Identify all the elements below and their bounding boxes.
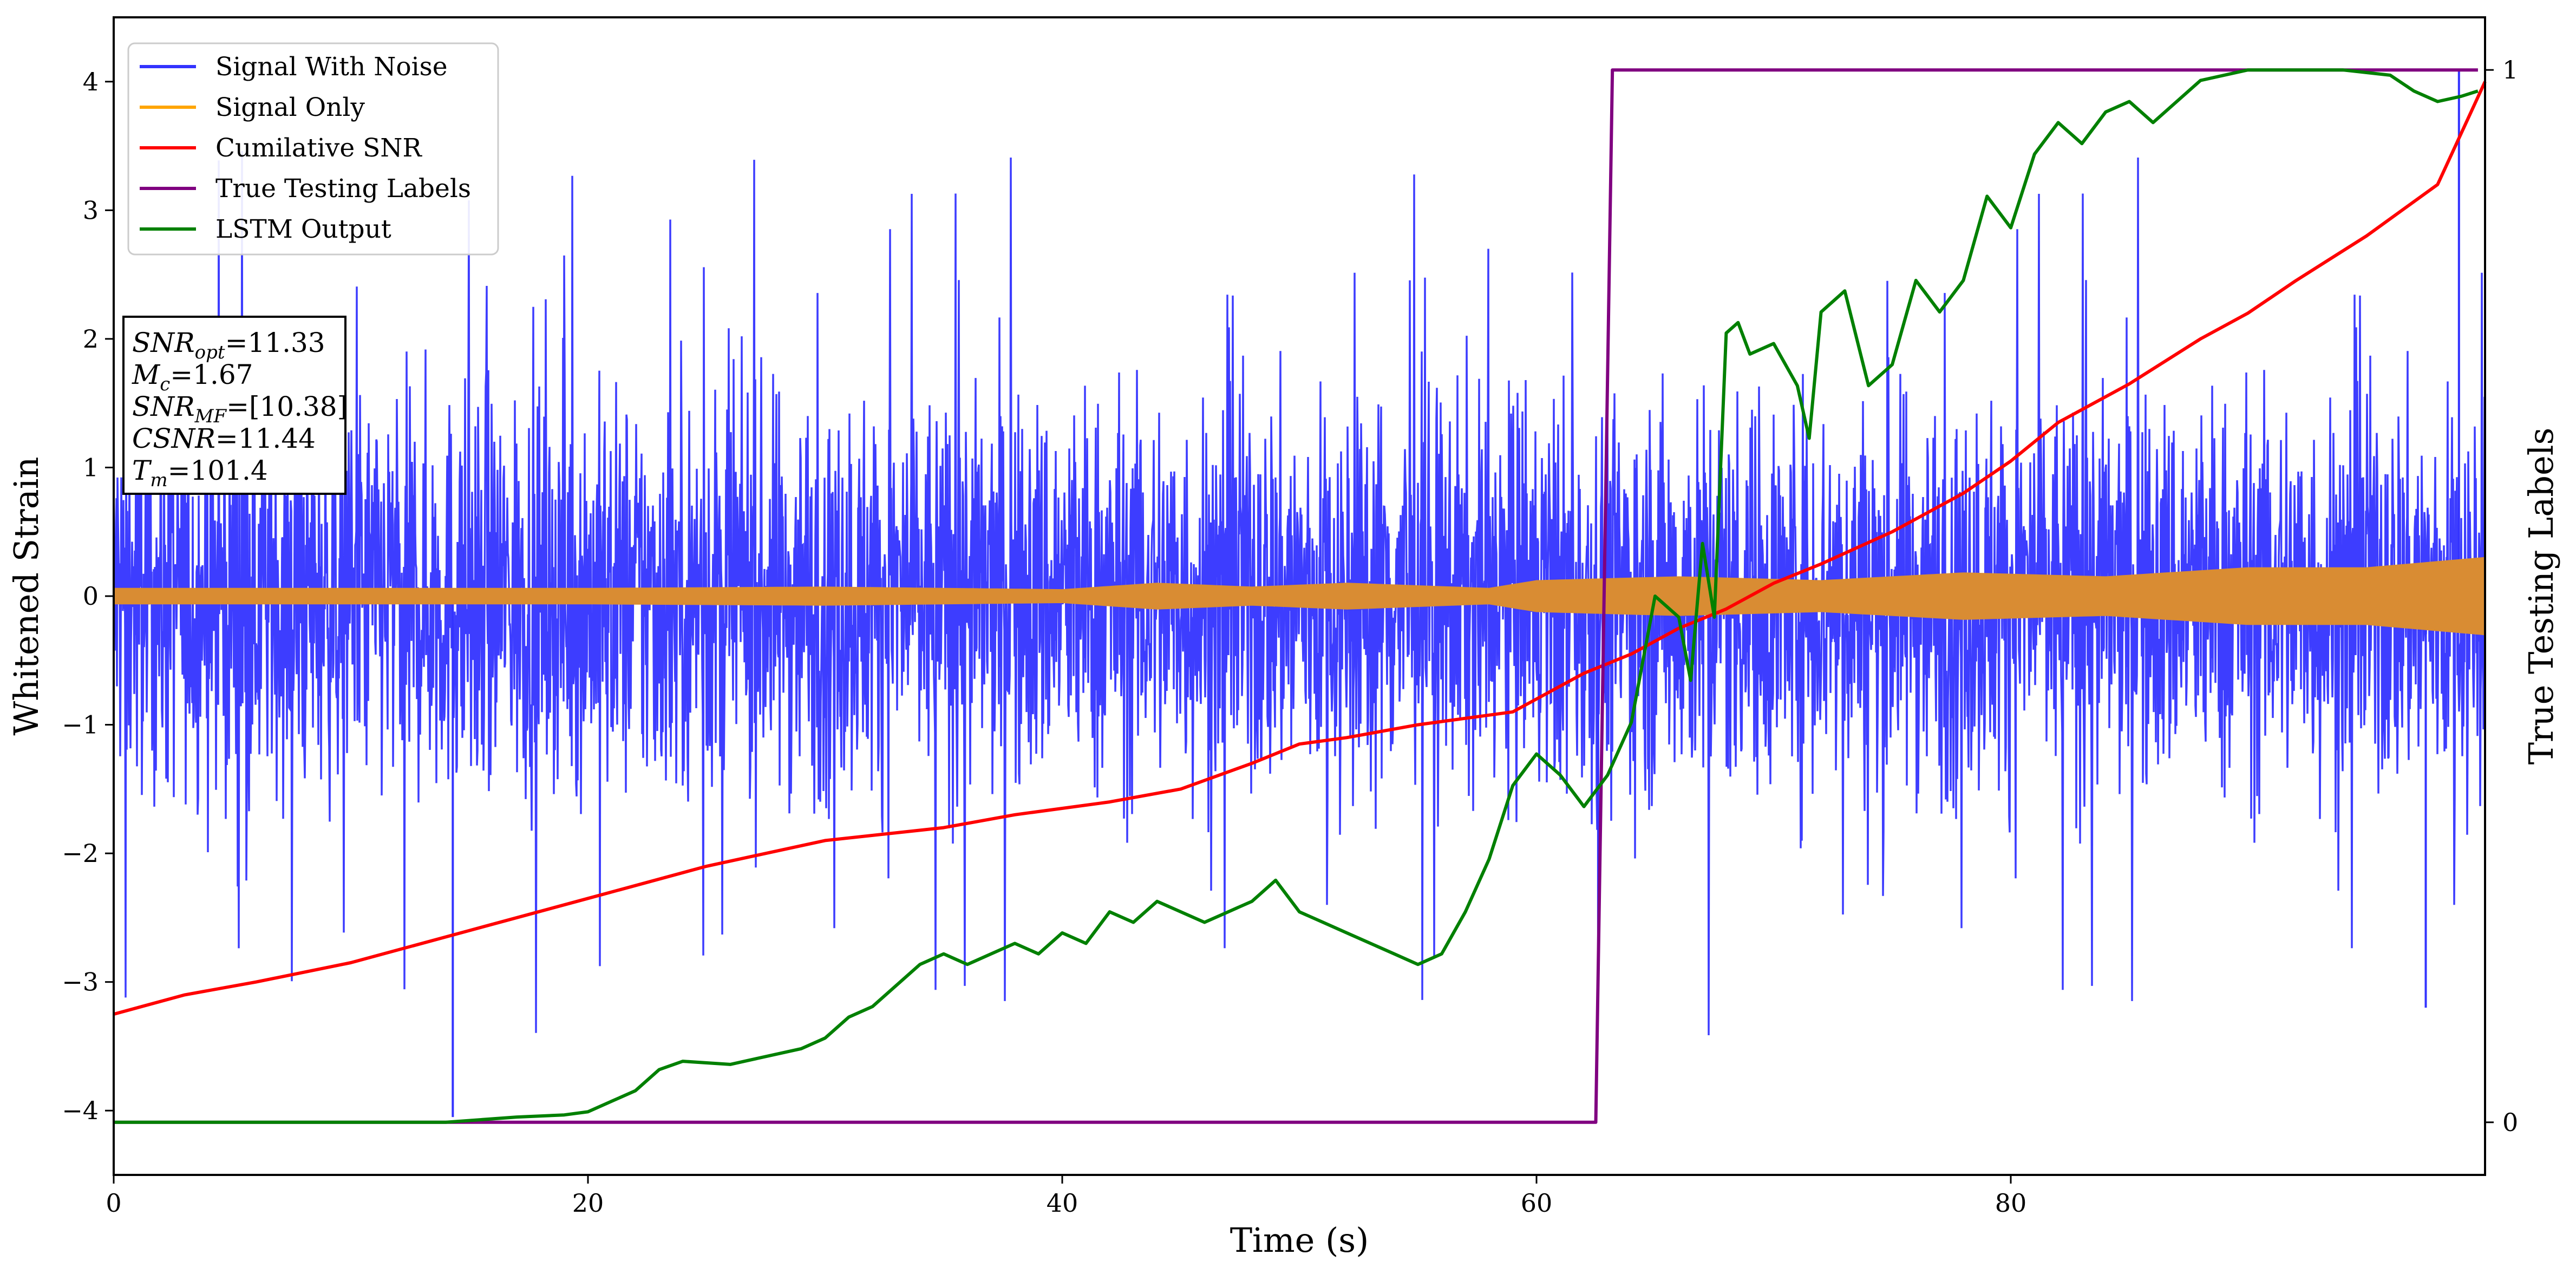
y2-tick-label: 1: [2502, 55, 2518, 84]
legend-frame: [127, 42, 499, 256]
legend-entry: Cumilative SNR: [215, 133, 422, 163]
info-frame: [122, 316, 346, 495]
y-tick-label: 0: [83, 582, 99, 611]
legend-entry: LSTM Output: [215, 214, 391, 244]
series-lstm-output: [114, 68, 2479, 1124]
y-tick-label: 4: [83, 67, 99, 96]
info-line: SNRMF=[10.38]: [132, 391, 348, 427]
y-axis-label: Whitened Strain: [6, 457, 46, 736]
y-tick-label: 1: [83, 453, 99, 482]
x-tick-label: 60: [1521, 1188, 1553, 1218]
x-tick-label: 40: [1047, 1188, 1078, 1218]
y-tick-label: 3: [83, 195, 99, 225]
y-tick-label: −3: [62, 968, 99, 997]
y-tick-label: −4: [62, 1096, 99, 1125]
y2-axis-label: True Testing Labels: [2521, 428, 2561, 765]
x-tick-label: 80: [1995, 1188, 2027, 1218]
info-line: SNRopt=11.33: [132, 327, 325, 363]
info-line: Tm=101.4: [132, 455, 268, 491]
info-box: SNRopt=11.33Mc=1.67SNRMF=[10.38]CSNR=11.…: [122, 316, 348, 495]
series-cumulative-snr: [113, 81, 2487, 1016]
legend-entry: True Testing Labels: [215, 174, 471, 204]
legend-entry: Signal With Noise: [215, 52, 448, 82]
x-tick-label: 0: [106, 1188, 121, 1218]
legend-entry: Signal Only: [215, 93, 365, 122]
y2-tick-label: 0: [2502, 1108, 2518, 1137]
info-line: Mc=1.67: [132, 359, 253, 395]
y-tick-label: 2: [83, 324, 99, 354]
y-tick-label: −2: [62, 839, 99, 868]
x-tick-label: 20: [572, 1188, 604, 1218]
info-line: CSNR=11.44: [132, 423, 316, 454]
legend: Signal With Noise Signal Only Cumilative S…: [127, 42, 499, 256]
plot-area: [113, 68, 2487, 1124]
series-true-testing-labels: [114, 68, 2478, 1124]
x-axis-label: Time (s): [1230, 1220, 1369, 1260]
y-tick-label: −1: [62, 710, 99, 740]
